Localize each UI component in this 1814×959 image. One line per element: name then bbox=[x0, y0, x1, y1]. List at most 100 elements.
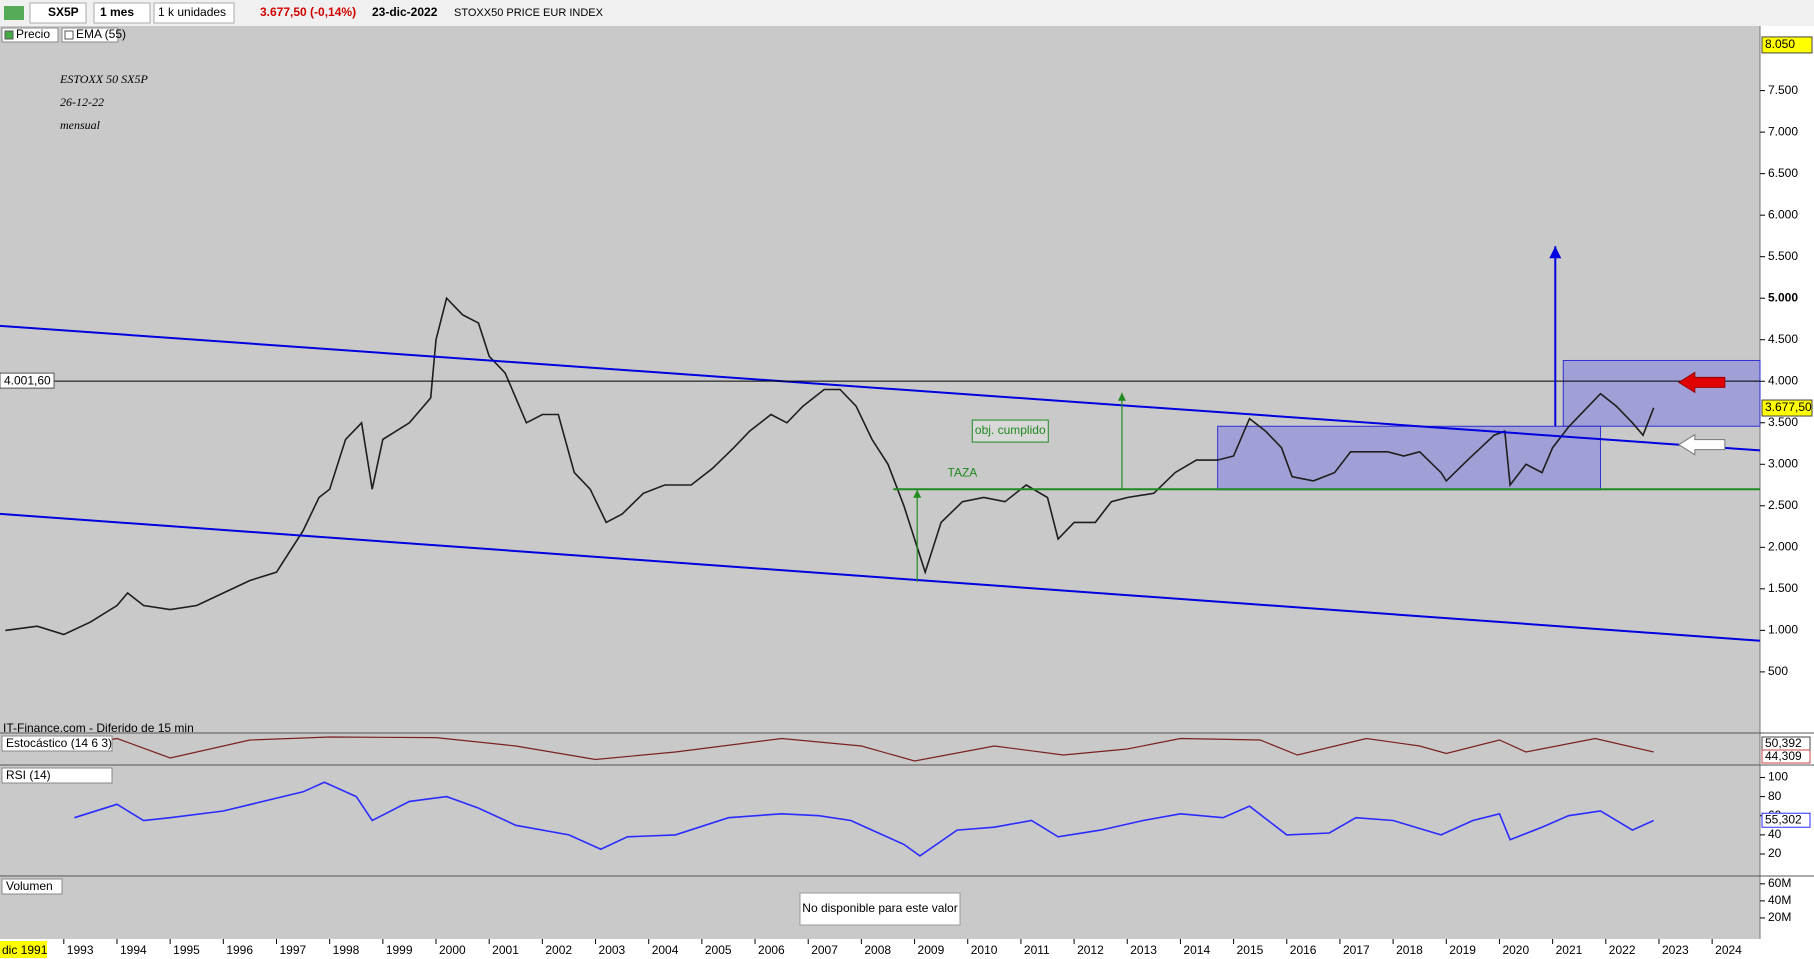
date: 23-dic-2022 bbox=[372, 5, 438, 19]
x-tick-label: 2005 bbox=[705, 943, 732, 957]
y-tick-label: 4.500 bbox=[1768, 332, 1798, 346]
trendline bbox=[0, 512, 1761, 642]
x-tick-label: 2006 bbox=[758, 943, 785, 957]
x-tick-label: 2009 bbox=[918, 943, 945, 957]
symbol[interactable]: SX5P bbox=[48, 5, 79, 19]
legend-swatch bbox=[4, 30, 14, 40]
plot-bg bbox=[0, 26, 1760, 939]
last-value-box bbox=[1761, 812, 1811, 828]
x-tick-label: 2010 bbox=[971, 943, 998, 957]
y-tick-label: 2.500 bbox=[1768, 498, 1798, 512]
x-tick-label: 2016 bbox=[1290, 943, 1317, 957]
x-tick-label: 1995 bbox=[173, 943, 200, 957]
x-tick-label: 2011 bbox=[1024, 943, 1050, 957]
y-tick-label: 1.000 bbox=[1768, 623, 1798, 637]
x-tick-label: 2001 bbox=[492, 943, 519, 957]
x-tick-label: 2003 bbox=[599, 943, 626, 957]
y-tick-label: 5.500 bbox=[1768, 249, 1798, 263]
panel-label: Estocástico (14 6 3) bbox=[6, 736, 112, 750]
note: No disponible para este valor bbox=[802, 901, 957, 915]
arrow-head bbox=[913, 489, 922, 498]
legend-box bbox=[1, 27, 59, 43]
chart-icon[interactable] bbox=[4, 6, 24, 20]
x-tick-label: 2008 bbox=[864, 943, 891, 957]
last-value: 44,309 bbox=[1765, 749, 1802, 763]
annotation: TAZA bbox=[948, 466, 978, 480]
y-tick-label: 20 bbox=[1768, 846, 1782, 860]
price-label-box bbox=[1761, 36, 1813, 54]
x-tick-label: 2017 bbox=[1343, 943, 1370, 957]
annotation: obj. cumplido bbox=[975, 423, 1046, 437]
y-tick-label: 60M bbox=[1768, 876, 1791, 890]
panel-label-box bbox=[1, 767, 113, 784]
x-axis-bg bbox=[0, 939, 1814, 959]
last-value: 50,392 bbox=[1765, 736, 1802, 750]
x-tick-label: 2019 bbox=[1449, 943, 1476, 957]
left-arrow-marker bbox=[1677, 371, 1726, 394]
price-label-box bbox=[1761, 399, 1813, 417]
range-box bbox=[1217, 425, 1601, 491]
y-tick-label: 3.500 bbox=[1768, 415, 1798, 429]
x-tick-label: 2002 bbox=[545, 943, 572, 957]
y-tick-label: 500 bbox=[1768, 664, 1788, 678]
panel-label-box bbox=[1, 735, 113, 752]
price: 3.677,50 (-0,14%) bbox=[260, 5, 356, 19]
x-tick-label: 1997 bbox=[279, 943, 306, 957]
y-tick-label: 7.000 bbox=[1768, 124, 1798, 138]
y-tick-label: 7.500 bbox=[1768, 83, 1798, 97]
units[interactable]: 1 k unidades bbox=[158, 5, 226, 19]
price-label: 3.677,50 bbox=[1765, 400, 1812, 414]
legend-label: EMA (55) bbox=[76, 27, 126, 41]
chart-note: 26-12-22 bbox=[60, 95, 104, 109]
hline-label-box bbox=[0, 372, 55, 389]
y-tick-label: 4.000 bbox=[1768, 373, 1798, 387]
x-tick-label: 2004 bbox=[652, 943, 679, 957]
arrow-head bbox=[1117, 392, 1126, 401]
legend-swatch bbox=[64, 30, 74, 40]
units-box[interactable] bbox=[153, 2, 235, 24]
x-tick-label: 2021 bbox=[1556, 943, 1583, 957]
x-tick-label: 1999 bbox=[386, 943, 413, 957]
annotation-box bbox=[971, 419, 1049, 443]
y-tick-label: 100 bbox=[1768, 770, 1788, 784]
x-tick-label: 1996 bbox=[226, 943, 253, 957]
instrument-name: STOXX50 PRICE EUR INDEX bbox=[454, 7, 604, 19]
x-tick-label: 2012 bbox=[1077, 943, 1104, 957]
y-tick-label: 20M bbox=[1768, 910, 1791, 924]
y-tick-label: 6.000 bbox=[1768, 207, 1798, 221]
period-box[interactable] bbox=[93, 2, 151, 24]
indicator-line bbox=[74, 736, 1654, 762]
symbol-box[interactable] bbox=[29, 2, 87, 24]
y-tick-label: 5.000 bbox=[1768, 290, 1798, 304]
axis-bg bbox=[1760, 26, 1814, 939]
toolbar-items: SX5P 1 mes 1 k unidades 3.677,50 (-0,14%… bbox=[29, 2, 604, 24]
range-box bbox=[1562, 359, 1761, 427]
price-line bbox=[5, 296, 1655, 636]
period[interactable]: 1 mes bbox=[100, 5, 134, 19]
y-tick-label: 1.500 bbox=[1768, 581, 1798, 595]
x-tick-label: 2015 bbox=[1237, 943, 1264, 957]
toolbar bbox=[0, 0, 1814, 26]
x-tick-label: 2007 bbox=[811, 943, 838, 957]
x-tick-label: 2013 bbox=[1130, 943, 1157, 957]
legend-box bbox=[61, 27, 119, 43]
price-label: 8.050 bbox=[1765, 37, 1795, 51]
x-tick-label: 2020 bbox=[1502, 943, 1529, 957]
chart-note: mensual bbox=[60, 118, 101, 132]
source: IT-Finance.com - Diferido de 15 min bbox=[3, 721, 194, 735]
x-tick-label: 2024 bbox=[1715, 943, 1742, 957]
last-value: 55,302 bbox=[1765, 812, 1802, 826]
x-tick-label: 1993 bbox=[67, 943, 94, 957]
y-tick-label: 40 bbox=[1768, 827, 1782, 841]
x-tick-label: 2000 bbox=[439, 943, 466, 957]
x-tick-label: 2018 bbox=[1396, 943, 1423, 957]
y-tick-label: 40M bbox=[1768, 893, 1791, 907]
x-tick-label: 2014 bbox=[1183, 943, 1210, 957]
panel-label: RSI (14) bbox=[6, 768, 51, 782]
note-box bbox=[799, 892, 961, 926]
trendline bbox=[0, 324, 1761, 452]
panel-label-box bbox=[1, 878, 63, 895]
last-value-box bbox=[1761, 749, 1811, 764]
arrow-head bbox=[1549, 246, 1562, 259]
